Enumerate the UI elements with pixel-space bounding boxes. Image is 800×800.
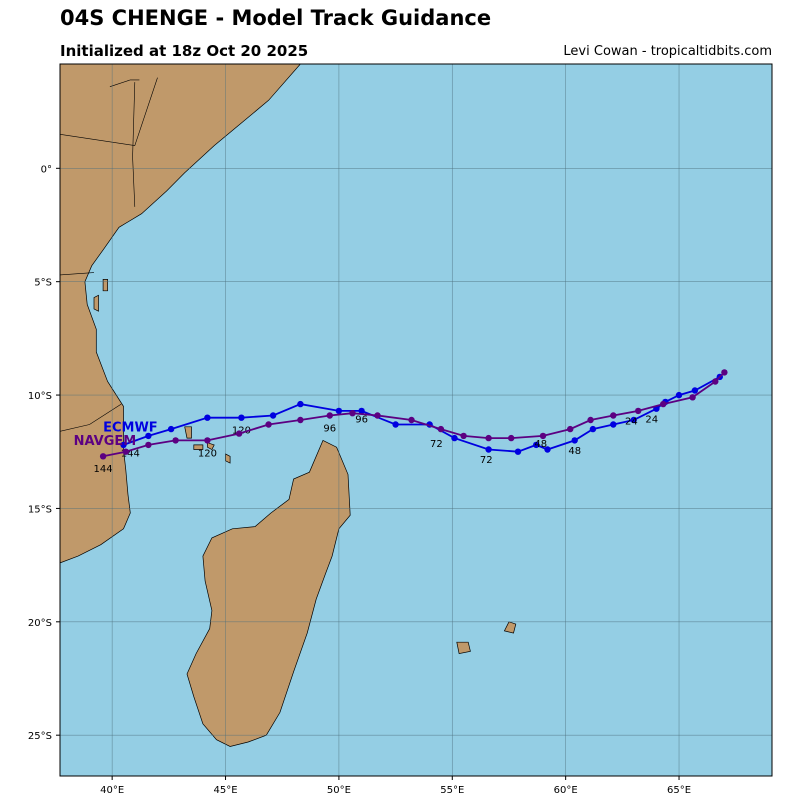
navgem-track-point (145, 441, 152, 449)
navgem-track-point (539, 432, 547, 440)
ecmwf-track-point (238, 414, 245, 421)
land-moheli (193, 444, 204, 450)
navgem-model-label: NAVGEM (74, 434, 137, 449)
ecmwf-track-point (204, 414, 211, 421)
grid-layer (60, 64, 772, 776)
ecmwf-hour-label: 48 (568, 446, 581, 457)
ecmwf-track-point (630, 416, 637, 424)
navgem-track-point (485, 434, 492, 442)
navgem-track-point (635, 407, 642, 415)
navgem-track-point (721, 369, 728, 376)
ecmwf-track-point (451, 434, 458, 442)
land-reunion (456, 641, 471, 655)
lat-tick-label: 20°S (28, 618, 52, 629)
ocean (60, 64, 772, 776)
ecmwf-hour-label: 144 (121, 448, 140, 459)
land-zanzibar (93, 294, 99, 312)
lat-tick-label: 10°S (28, 391, 52, 402)
navgem-track-point (172, 437, 179, 444)
navgem-track-point (689, 394, 696, 401)
ecmwf-track-point (691, 387, 699, 394)
lat-tick-label: 15°S (28, 504, 52, 515)
ecmwf-track-point (675, 391, 683, 399)
lon-tick-label: 50°E (327, 785, 351, 796)
ecmwf-track-point (610, 421, 617, 428)
navgem-track-point (610, 412, 617, 419)
navgem-track-point (265, 421, 272, 428)
lon-tick-label: 60°E (554, 785, 578, 796)
map-title: 04S CHENGE - Model Track Guidance (60, 6, 492, 30)
ecmwf-track-point (358, 407, 365, 415)
init-time-subtitle: Initialized at 18z Oct 20 2025 (60, 42, 309, 60)
ecmwf-track-point (269, 412, 277, 419)
ecmwf-model-label: ECMWF (103, 420, 158, 435)
land-mauritius (503, 621, 517, 634)
ecmwf-track-point (514, 448, 522, 455)
lon-tick-label: 40°E (100, 785, 124, 796)
source-credit: Levi Cowan - tropicaltidbits.com (563, 44, 772, 59)
navgem-track-point (587, 416, 594, 424)
map-frame (59, 63, 773, 777)
land-madagascar (186, 439, 351, 747)
navgem-track-point (660, 400, 667, 408)
navgem-track-point (437, 425, 445, 433)
border-layer (60, 77, 158, 432)
navgem-track-point (297, 416, 304, 424)
lon-tick-label: 45°E (214, 785, 238, 796)
ecmwf-track-point (297, 400, 304, 408)
ecmwf-track-point (167, 425, 175, 433)
navgem-track-point (567, 425, 574, 433)
land-grande-comore (184, 426, 192, 439)
navgem-hour-label: 48 (534, 439, 547, 450)
ecmwf-hour-label: 24 (625, 417, 638, 428)
land-anjouan (207, 442, 215, 450)
land-pemba (102, 279, 108, 292)
ecmwf-track-point (392, 421, 399, 428)
lat-tick-label: 0° (41, 164, 52, 175)
navgem-track-point (374, 412, 381, 419)
ecmwf-hour-label: 96 (355, 414, 368, 425)
navgem-track-point (326, 412, 333, 419)
ecmwf-track-point (145, 432, 152, 440)
country-border (132, 82, 136, 207)
country-border (60, 403, 122, 432)
ecmwf-track-point (485, 446, 492, 453)
navgem-hour-label: 24 (645, 414, 658, 425)
ecmwf-hour-label: 72 (480, 455, 493, 466)
navgem-hour-label: 120 (198, 448, 217, 459)
navgem-hour-label: 144 (94, 464, 113, 475)
ecmwf-track-point (544, 446, 551, 453)
navgem-track-point (99, 453, 107, 460)
navgem-track-point (349, 410, 356, 417)
ecmwf-track-point (120, 441, 127, 449)
navgem-track-point (408, 416, 415, 424)
lon-tick-label: 55°E (440, 785, 464, 796)
navgem-hour-label: 96 (323, 423, 336, 434)
ecmwf-track-point (335, 407, 343, 415)
navgem-track-point (460, 432, 467, 440)
navgem-hour-label: 72 (430, 439, 443, 450)
lon-tick-label: 65°E (667, 785, 691, 796)
lat-tick-label: 25°S (28, 731, 52, 742)
ecmwf-track-point (533, 441, 540, 449)
country-border (60, 77, 158, 146)
navgem-track-point (508, 434, 515, 442)
country-border (109, 79, 140, 87)
lat-tick-label: 5°S (34, 278, 52, 289)
land-layer (60, 64, 517, 747)
navgem-track-point (235, 430, 243, 437)
country-border (60, 272, 95, 276)
navgem-track-point (204, 437, 211, 444)
ecmwf-hour-label: 120 (232, 426, 251, 437)
ecmwf-track-point (589, 425, 597, 433)
navgem-track-point (712, 378, 719, 385)
navgem-track-point (122, 448, 129, 455)
land-africa-coast (60, 64, 301, 564)
ecmwf-track-point (571, 437, 578, 444)
tick-layer: 40°E 45°E 50°E 55°E 60°E 65°E 0° 5°S 10°S 15°S 20°… (28, 164, 691, 796)
